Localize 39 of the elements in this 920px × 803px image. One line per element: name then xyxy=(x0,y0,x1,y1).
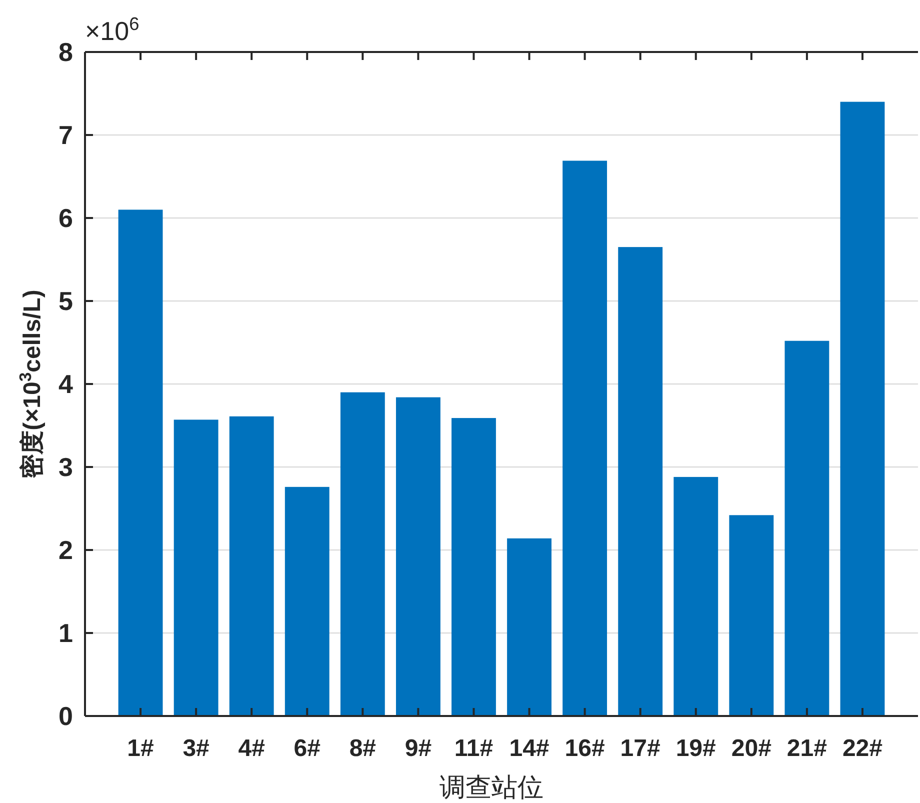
x-tick-label: 16# xyxy=(564,735,605,762)
bar xyxy=(284,486,330,716)
bar xyxy=(118,210,163,716)
x-tick-label: 6# xyxy=(294,735,320,762)
x-tick-label: 3# xyxy=(182,735,210,762)
y-tick-label: 3 xyxy=(58,452,73,482)
bar xyxy=(618,247,663,716)
x-tick-label: 9# xyxy=(404,735,432,762)
y-tick-label: 8 xyxy=(58,37,73,67)
y-tick-label: 4 xyxy=(58,369,74,399)
text: ×10$^{6}$ xyxy=(85,14,140,46)
x-tick-label: 21# xyxy=(786,735,827,762)
x-tick-label: 1# xyxy=(127,735,154,762)
bar xyxy=(229,416,274,716)
y-tick-label: 5 xyxy=(58,286,73,316)
x-tick-label: 14# xyxy=(509,735,550,762)
bar xyxy=(674,476,718,716)
y-tick-label: 6 xyxy=(58,203,73,233)
bar xyxy=(562,160,608,716)
x-tick-label: 11# xyxy=(454,735,494,762)
x-tick-label: 8# xyxy=(349,735,376,762)
bar xyxy=(340,392,385,716)
x-tick-label: 22# xyxy=(842,735,882,762)
bar xyxy=(174,420,218,716)
y-tick-label: 1 xyxy=(58,618,73,648)
y-tick-label: 0 xyxy=(58,701,73,731)
bar xyxy=(396,397,440,716)
bar xyxy=(729,515,774,716)
x-tick-label: 17# xyxy=(620,735,660,762)
y-tick-label: 2 xyxy=(58,535,73,565)
bar xyxy=(452,418,496,716)
x-tick-label: 4# xyxy=(238,735,265,762)
y-tick-label: 7 xyxy=(58,120,73,150)
x-tick-label: 20# xyxy=(731,735,772,762)
bar xyxy=(784,340,830,716)
x-axis-title: 调查站位 xyxy=(440,773,544,803)
bar xyxy=(507,538,552,716)
bar xyxy=(840,102,885,716)
x-tick-label: 19# xyxy=(676,735,716,762)
